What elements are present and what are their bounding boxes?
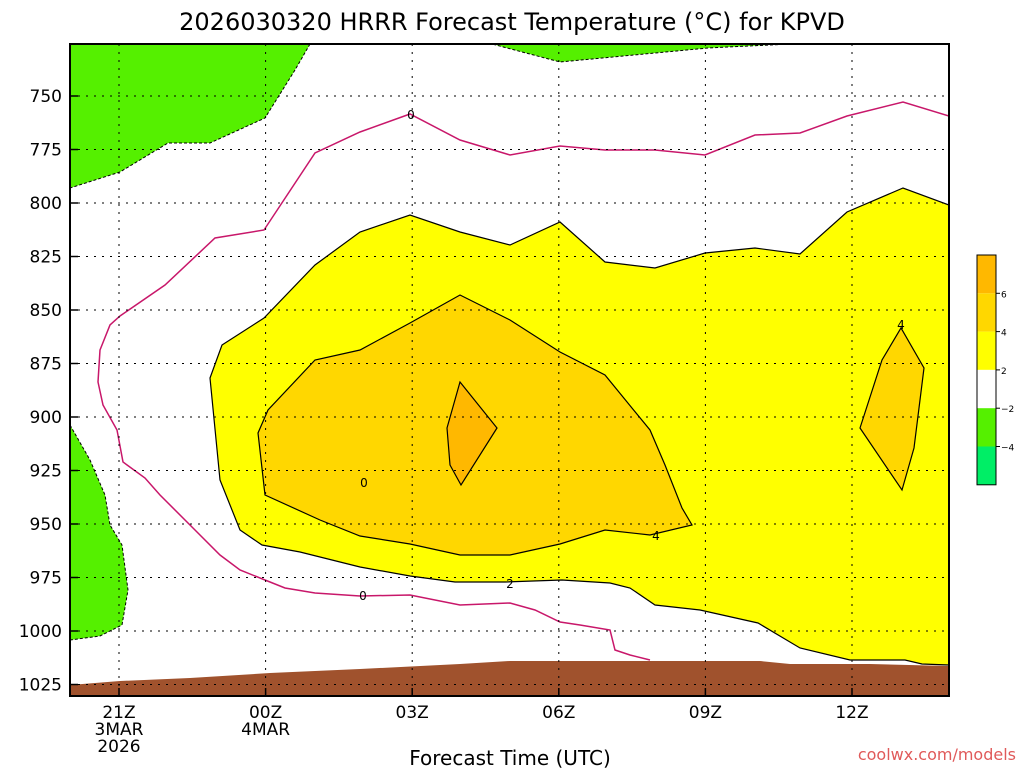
colorbar-tick-label: 2: [1001, 367, 1007, 377]
y-tick-label: 900: [30, 408, 62, 428]
y-tick-label: 875: [30, 355, 62, 375]
contour-label-zero-top: 0: [407, 108, 415, 122]
colorbar-bin: [977, 255, 996, 294]
y-tick-label: 950: [30, 515, 62, 535]
y-tick-label: 775: [30, 141, 62, 161]
warm-region-6-to-8: [446, 380, 498, 487]
x-tick-label: 2026: [97, 737, 140, 757]
x-tick-label: 3MAR: [95, 720, 144, 740]
y-tick-label: 825: [30, 248, 62, 268]
y-tick-label: 750: [30, 87, 62, 107]
colorbar-tick-label: −2: [1001, 405, 1014, 415]
contour-label-four-right: 4: [897, 318, 905, 332]
cold-region-top-left: [70, 44, 311, 189]
colorbar-bin: [977, 369, 996, 409]
contour-label-two: 2: [506, 577, 514, 591]
y-tick-label: 850: [30, 301, 62, 321]
x-tick-label: 21Z: [102, 703, 135, 723]
contour-label-zero-small: 0: [360, 476, 368, 490]
y-axis-ticks: 750 775 800 825 850 875 900 925 950 975 1000 1025: [19, 87, 78, 696]
plot-frame: [69, 43, 950, 697]
x-axis-label: Forecast Time (UTC): [409, 746, 611, 768]
colorbar-bin: [977, 331, 996, 370]
contour-label-zero-bottom: 0: [359, 589, 367, 603]
colorbar-bin: [977, 408, 996, 447]
colorbar-bin: [977, 446, 996, 485]
colorbar-bin: [977, 293, 996, 332]
x-tick-label: 4MAR: [241, 720, 290, 740]
y-tick-label: 1025: [19, 676, 62, 696]
x-tick-label: 09Z: [689, 703, 722, 723]
colorbar: 6 4 2 −2 −4: [976, 254, 1015, 486]
contour-label-four-center: 4: [652, 529, 660, 543]
colorbar-tick-label: −4: [1001, 444, 1015, 454]
y-tick-label: 925: [30, 462, 62, 482]
y-tick-label: 1000: [19, 622, 62, 642]
ground: [70, 661, 949, 696]
cold-region-left-lower: [70, 423, 129, 641]
y-tick-label: 975: [30, 569, 62, 589]
x-tick-label: 03Z: [396, 703, 429, 723]
y-tick-label: 800: [30, 194, 62, 214]
chart-title: 2026030320 HRRR Forecast Temperature (°C…: [179, 8, 845, 36]
colorbar-tick-label: 4: [1001, 329, 1007, 339]
x-tick-label: 12Z: [835, 703, 868, 723]
colorbar-tick-label: 6: [1001, 290, 1007, 300]
x-tick-label: 06Z: [542, 703, 575, 723]
warm-region-4-to-6-right: [859, 326, 925, 492]
credit-text: coolwx.com/models: [858, 745, 1016, 764]
cold-region-top-center: [491, 44, 791, 63]
plot-fills: 0 0 0 2 4 4: [70, 44, 949, 696]
zero-degree-line: [97, 101, 949, 661]
x-tick-label: 00Z: [249, 703, 282, 723]
